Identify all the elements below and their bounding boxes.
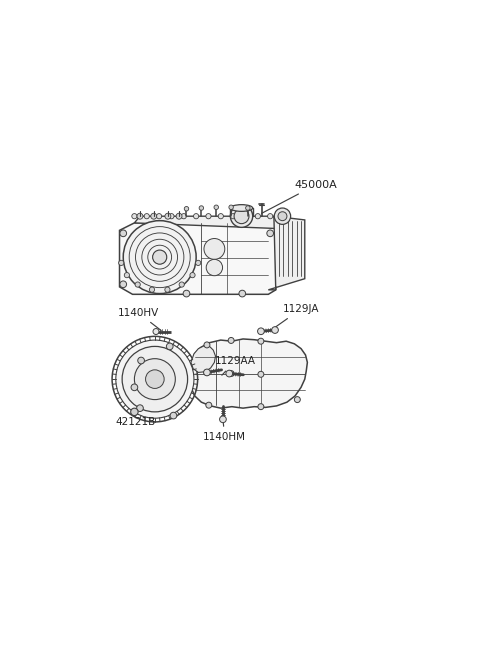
Circle shape (165, 214, 171, 219)
Circle shape (206, 214, 211, 219)
Circle shape (228, 371, 234, 377)
Text: 1140HM: 1140HM (203, 422, 246, 441)
Ellipse shape (230, 204, 252, 212)
Circle shape (230, 214, 236, 219)
Circle shape (135, 282, 140, 287)
Circle shape (134, 359, 175, 400)
Circle shape (255, 214, 261, 219)
Circle shape (120, 230, 127, 236)
Circle shape (138, 357, 144, 364)
Circle shape (239, 290, 246, 297)
Circle shape (204, 369, 210, 376)
Circle shape (226, 370, 233, 377)
Circle shape (179, 282, 184, 287)
Text: 45000A: 45000A (262, 180, 337, 214)
Circle shape (195, 260, 201, 265)
Circle shape (116, 340, 194, 418)
Circle shape (169, 214, 174, 219)
Circle shape (272, 327, 278, 333)
Circle shape (230, 205, 252, 227)
Circle shape (267, 214, 273, 219)
Circle shape (243, 214, 248, 219)
Circle shape (228, 337, 234, 343)
Text: 1129AA: 1129AA (215, 356, 255, 375)
Circle shape (204, 238, 225, 259)
Circle shape (206, 402, 212, 408)
Circle shape (234, 209, 249, 223)
Polygon shape (120, 223, 276, 294)
Circle shape (144, 214, 149, 219)
Polygon shape (191, 346, 216, 373)
Circle shape (151, 214, 156, 219)
Circle shape (267, 230, 274, 236)
Text: 1140HV: 1140HV (118, 308, 161, 331)
Circle shape (206, 259, 223, 276)
Circle shape (258, 371, 264, 377)
Circle shape (274, 208, 291, 225)
Circle shape (119, 260, 124, 265)
Circle shape (219, 416, 226, 422)
Circle shape (145, 370, 164, 388)
Circle shape (181, 214, 186, 219)
Circle shape (122, 346, 188, 412)
Circle shape (123, 221, 196, 293)
Circle shape (204, 369, 210, 375)
Text: 42121B: 42121B (115, 411, 156, 426)
Circle shape (124, 272, 130, 278)
Polygon shape (134, 216, 276, 229)
Polygon shape (268, 216, 305, 290)
Circle shape (137, 214, 143, 219)
Circle shape (193, 214, 199, 219)
Circle shape (132, 214, 137, 219)
Circle shape (294, 397, 300, 403)
Circle shape (229, 205, 233, 210)
Circle shape (120, 281, 127, 288)
Circle shape (153, 329, 159, 335)
Polygon shape (190, 339, 307, 408)
Circle shape (170, 412, 177, 419)
Circle shape (131, 408, 138, 415)
Circle shape (137, 405, 144, 411)
Circle shape (199, 206, 204, 210)
Circle shape (131, 384, 138, 390)
Circle shape (184, 206, 189, 211)
Circle shape (156, 214, 162, 219)
Circle shape (176, 214, 182, 219)
Circle shape (167, 343, 173, 350)
Circle shape (204, 342, 210, 348)
Ellipse shape (153, 250, 167, 264)
Circle shape (190, 272, 195, 278)
Text: 1129JA: 1129JA (273, 304, 319, 329)
Circle shape (258, 338, 264, 344)
Circle shape (278, 212, 287, 221)
Circle shape (149, 287, 155, 292)
Circle shape (165, 287, 170, 292)
Circle shape (183, 290, 190, 297)
Circle shape (258, 328, 264, 335)
Circle shape (258, 403, 264, 409)
Circle shape (218, 214, 223, 219)
Circle shape (214, 205, 218, 210)
Circle shape (246, 206, 250, 210)
